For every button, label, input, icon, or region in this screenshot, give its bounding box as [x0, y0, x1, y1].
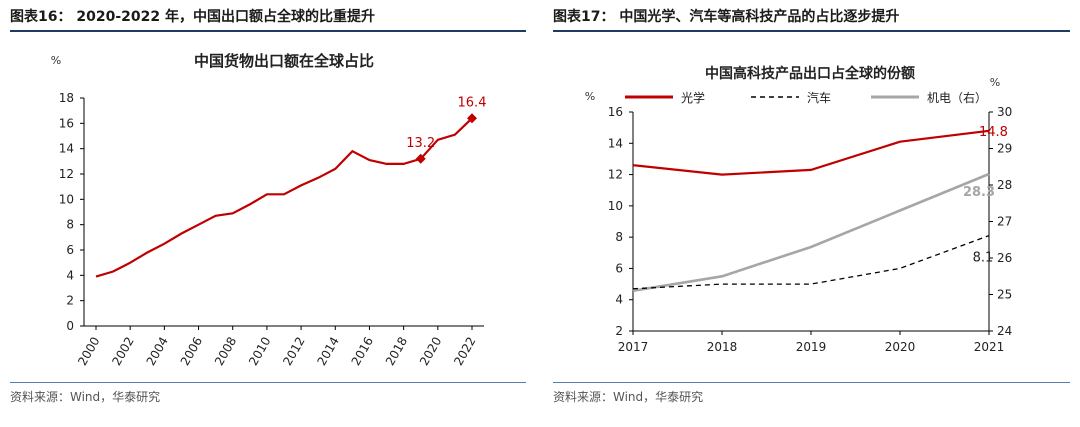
x-tick-label: 2019 — [796, 340, 827, 354]
x-tick-label: 2021 — [974, 340, 1005, 354]
right-title-rule — [553, 30, 1070, 32]
left-axis-unit: % — [585, 90, 595, 103]
left-y-tick-label: 4 — [615, 293, 623, 307]
left-y-tick-label: 12 — [608, 168, 623, 182]
right-y-tick-label: 30 — [997, 105, 1012, 119]
chart-title: 中国货物出口额在全球占比 — [194, 52, 374, 70]
y-tick-label: 6 — [66, 243, 74, 257]
x-tick-label: 2017 — [618, 340, 649, 354]
x-tick-label: 2012 — [280, 335, 307, 368]
end-label: 8.1 — [973, 251, 994, 266]
legend-label: 机电（右） — [927, 90, 987, 105]
series-line-2 — [632, 172, 990, 293]
y-tick-label: 12 — [59, 167, 74, 181]
y-tick-label: 10 — [59, 192, 74, 206]
y-tick-label: 4 — [66, 268, 74, 282]
right-y-tick-label: 27 — [997, 215, 1012, 229]
left-chart: 中国货物出口额在全球占比% 0 2 4 6 8 10 12 14 16 18 2000 2002 2004… — [51, 52, 487, 368]
right-chart: 中国高科技产品出口占全球的份额%%光学 汽车 机电（右）24681012141624… — [585, 65, 1013, 354]
data-point-marker — [415, 153, 426, 164]
x-tick-label: 2004 — [144, 335, 171, 368]
series-line-0 — [632, 129, 990, 176]
right-source: 资料来源：Wind，华泰研究 — [553, 390, 704, 404]
left-source: 资料来源：Wind，华泰研究 — [10, 390, 161, 404]
y-tick-label: 8 — [66, 218, 74, 232]
end-label: 14.8 — [979, 125, 1008, 140]
y-tick-label: 16 — [59, 116, 74, 130]
y-tick-label: 2 — [66, 294, 74, 308]
x-tick-label: 2022 — [451, 335, 478, 368]
legend-label: 汽车 — [807, 90, 831, 105]
y-tick-label: 14 — [59, 142, 74, 156]
data-label: 16.4 — [458, 95, 487, 110]
right-y-tick-label: 29 — [997, 142, 1012, 156]
right-axis-unit: % — [990, 76, 1000, 89]
left-y-tick-label: 16 — [608, 105, 623, 119]
left-y-tick-label: 6 — [615, 261, 623, 275]
chart-title: 中国高科技产品出口占全球的份额 — [705, 65, 915, 82]
x-tick-label: 2014 — [314, 335, 341, 368]
series-line — [95, 117, 473, 278]
x-tick-label: 2000 — [75, 335, 102, 368]
right-figure-title: 图表17： 中国光学、汽车等高科技产品的占比逐步提升 — [553, 9, 900, 25]
y-axis-unit: % — [51, 54, 61, 67]
left-y-tick-label: 14 — [608, 136, 623, 150]
right-source-rule — [553, 382, 1070, 383]
left-y-tick-label: 10 — [608, 199, 623, 213]
right-y-tick-label: 24 — [997, 324, 1012, 338]
y-tick-label: 0 — [66, 319, 74, 333]
x-tick-label: 2016 — [349, 335, 376, 368]
left-figure-title: 图表16： 2020-2022 年，中国出口额占全球的比重提升 — [10, 9, 375, 25]
x-tick-label: 2020 — [417, 335, 444, 368]
y-tick-label: 18 — [59, 91, 74, 105]
left-y-tick-label: 2 — [615, 324, 623, 338]
left-y-tick-label: 8 — [615, 230, 623, 244]
x-tick-label: 2018 — [383, 335, 410, 368]
x-tick-label: 2006 — [178, 335, 205, 368]
left-title-rule — [10, 30, 526, 32]
series-line-1 — [632, 234, 990, 290]
legend-label: 光学 — [681, 90, 705, 105]
x-tick-label: 2010 — [246, 335, 273, 368]
right-y-tick-label: 26 — [997, 251, 1012, 265]
x-tick-label: 2008 — [212, 335, 239, 368]
left-source-rule — [10, 382, 526, 383]
x-tick-label: 2018 — [707, 340, 738, 354]
data-point-marker — [467, 113, 477, 124]
end-label: 28.3 — [963, 185, 995, 200]
right-y-tick-label: 25 — [997, 288, 1012, 302]
x-tick-label: 2002 — [109, 335, 136, 368]
data-label: 13.2 — [406, 136, 435, 151]
x-tick-label: 2020 — [885, 340, 916, 354]
right-y-tick-label: 28 — [997, 178, 1012, 192]
